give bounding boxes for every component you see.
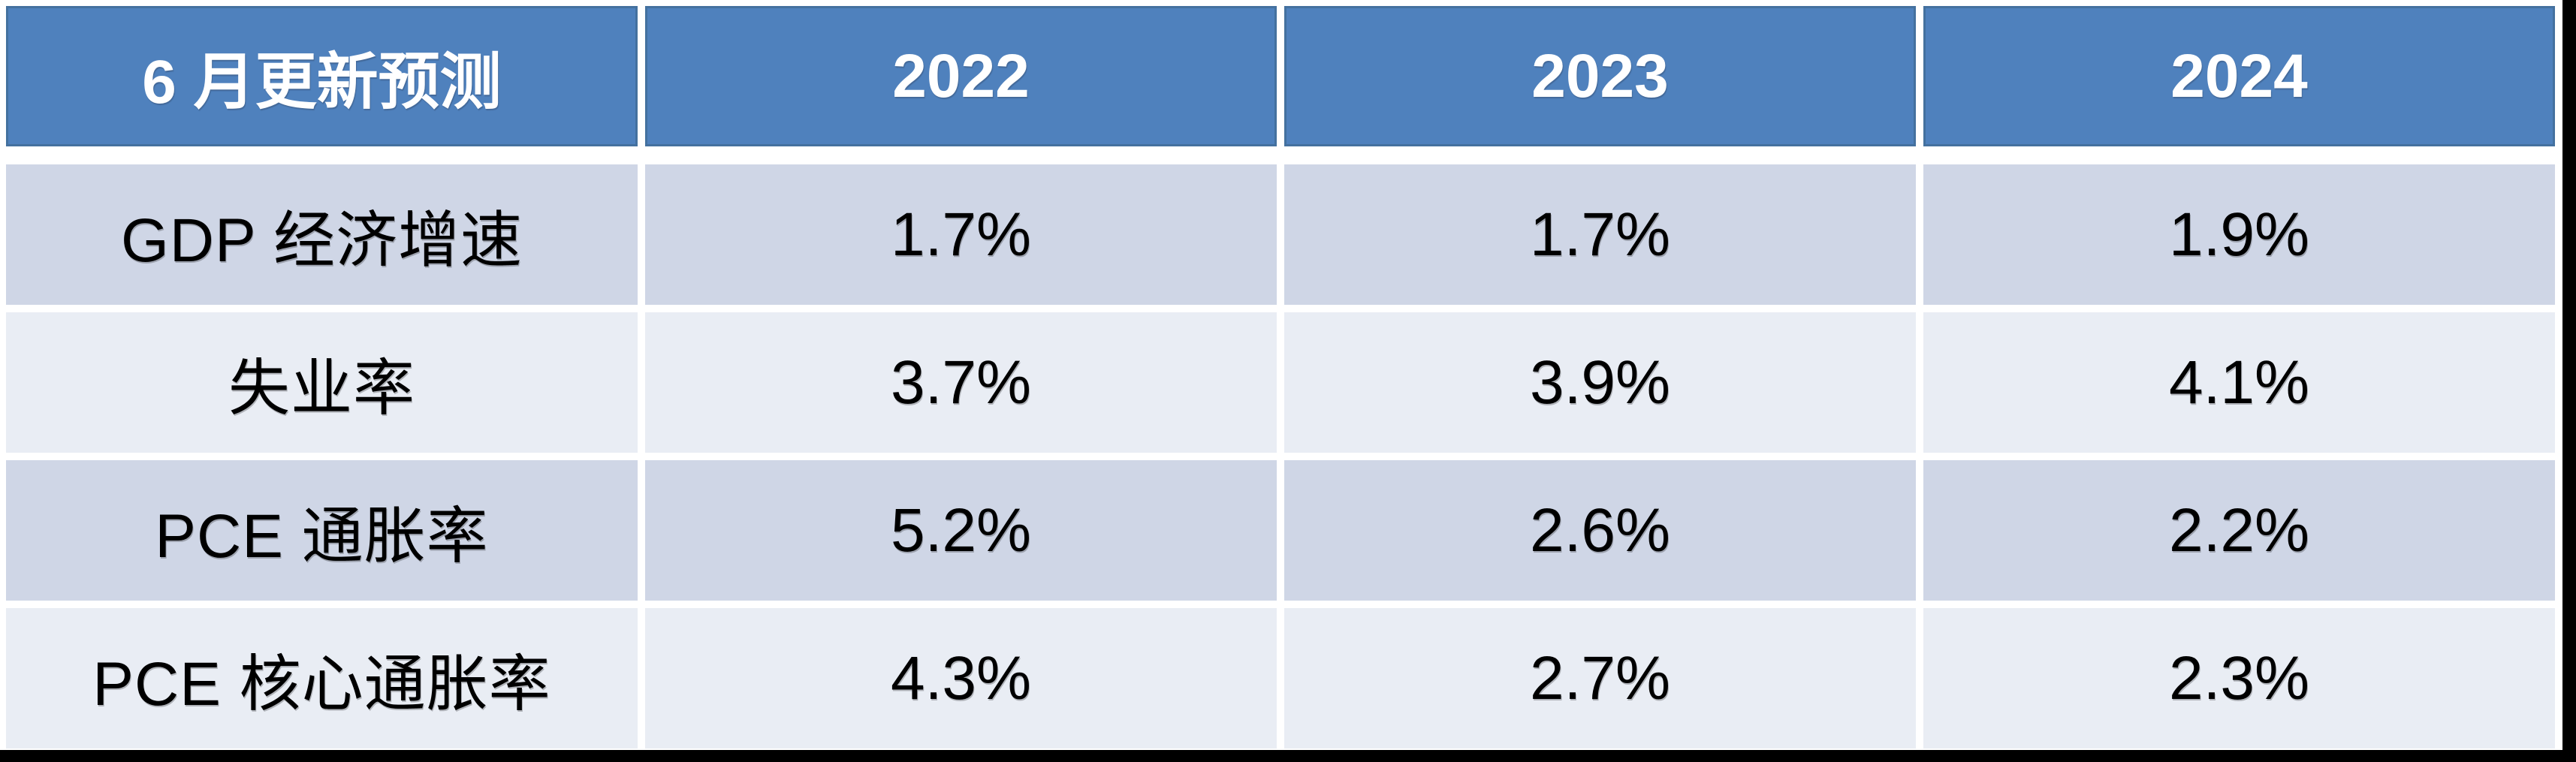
value-unemployment-2022: 3.7%: [645, 312, 1277, 453]
header-cell-title: 6 月更新预测: [6, 6, 638, 146]
row-label-pce-inflation: PCE 通胀率: [6, 460, 638, 601]
bottom-edge-bar: [0, 750, 2576, 762]
value-gdp-2024: 1.9%: [1923, 164, 2555, 305]
table-canvas: 6 月更新预测 2022 2023 2024 GDP 经济增速 1.7% 1.7…: [0, 0, 2562, 750]
header-cell-2024: 2024: [1923, 6, 2555, 146]
value-core-pce-2023: 2.7%: [1284, 608, 1916, 748]
value-pce-2024: 2.2%: [1923, 460, 2555, 601]
value-core-pce-2024: 2.3%: [1923, 608, 2555, 748]
value-unemployment-2023: 3.9%: [1284, 312, 1916, 453]
value-unemployment-2024: 4.1%: [1923, 312, 2555, 453]
row-label-unemployment: 失业率: [6, 312, 638, 453]
right-edge-bar: [2562, 0, 2576, 762]
value-pce-2023: 2.6%: [1284, 460, 1916, 601]
row-label-gdp-growth: GDP 经济增速: [6, 164, 638, 305]
value-gdp-2023: 1.7%: [1284, 164, 1916, 305]
row-label-core-pce-inflation: PCE 核心通胀率: [6, 608, 638, 748]
value-pce-2022: 5.2%: [645, 460, 1277, 601]
header-cell-2022: 2022: [645, 6, 1277, 146]
value-core-pce-2022: 4.3%: [645, 608, 1277, 748]
forecast-table-body: GDP 经济增速 1.7% 1.7% 1.9% 失业率 3.7% 3.9% 4.…: [6, 164, 2555, 748]
forecast-table-header-row: 6 月更新预测 2022 2023 2024: [6, 6, 2555, 146]
value-gdp-2022: 1.7%: [645, 164, 1277, 305]
header-cell-2023: 2023: [1284, 6, 1916, 146]
